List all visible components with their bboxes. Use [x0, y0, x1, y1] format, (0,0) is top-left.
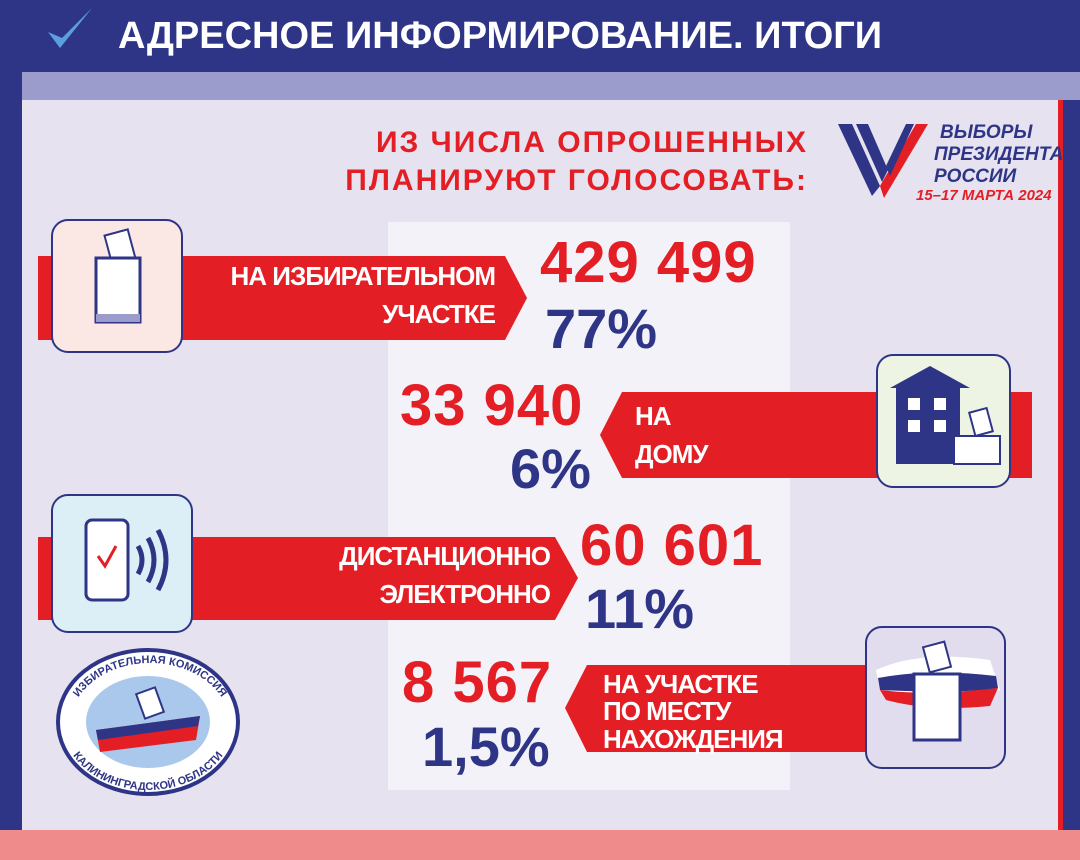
item-count: 429 499 — [540, 230, 757, 295]
item-count: 8 567 — [402, 650, 552, 715]
item-label: ДИСТАНЦИОННО — [339, 541, 551, 571]
check-icon — [48, 8, 92, 48]
map-ballot-icon — [876, 640, 1000, 742]
item-percent: 6% — [510, 437, 591, 500]
ribbon — [565, 665, 880, 752]
logo-line: ПРЕЗИДЕНТА — [934, 144, 1063, 165]
item-label: ПО МЕСТУ — [603, 696, 732, 726]
item-count: 60 601 — [580, 513, 763, 578]
item-percent: 1,5% — [422, 715, 550, 778]
election-logo: ВЫБОРЫ ПРЕЗИДЕНТА РОССИИ 15–17 МАРТА 202… — [838, 122, 1063, 204]
item-label: НА ИЗБИРАТЕЛЬНОМ — [231, 261, 495, 291]
item-percent: 77% — [545, 297, 657, 360]
right-bar — [1063, 100, 1080, 830]
left-bar — [0, 0, 22, 860]
header-title: АДРЕСНОЕ ИНФОРМИРОВАНИЕ. ИТОГИ — [118, 15, 882, 57]
ballot-box-icon — [94, 228, 142, 324]
item-label: ЭЛЕКТРОННО — [380, 579, 551, 609]
sub-bar — [22, 72, 1080, 100]
item-label: НА — [635, 401, 672, 431]
subtitle-line: ПЛАНИРУЮТ ГОЛОСОВАТЬ: — [345, 164, 808, 197]
house-icon — [890, 366, 1001, 465]
logo-dates: 15–17 МАРТА 2024 — [916, 187, 1052, 204]
item-label: УЧАСТКЕ — [382, 299, 495, 329]
subtitle-line: ИЗ ЧИСЛА ОПРОШЕННЫХ — [376, 126, 808, 159]
logo-line: РОССИИ — [934, 166, 1017, 187]
item-label: НАХОЖДЕНИЯ — [603, 724, 783, 754]
right-line — [1058, 100, 1063, 830]
item-percent: 11% — [585, 577, 694, 640]
item-label: НА УЧАСТКЕ — [603, 669, 758, 699]
item-label: ДОМУ — [635, 439, 709, 469]
bottom-bar — [0, 830, 1080, 860]
commission-emblem: ИЗБИРАТЕЛЬНАЯ КОМИССИЯ КАЛИНИНГРАДСКОЙ О… — [56, 648, 240, 796]
logo-line: ВЫБОРЫ — [940, 122, 1033, 143]
header-bar — [0, 0, 1080, 72]
phone-icon — [84, 518, 169, 602]
item-count: 33 940 — [400, 373, 583, 438]
